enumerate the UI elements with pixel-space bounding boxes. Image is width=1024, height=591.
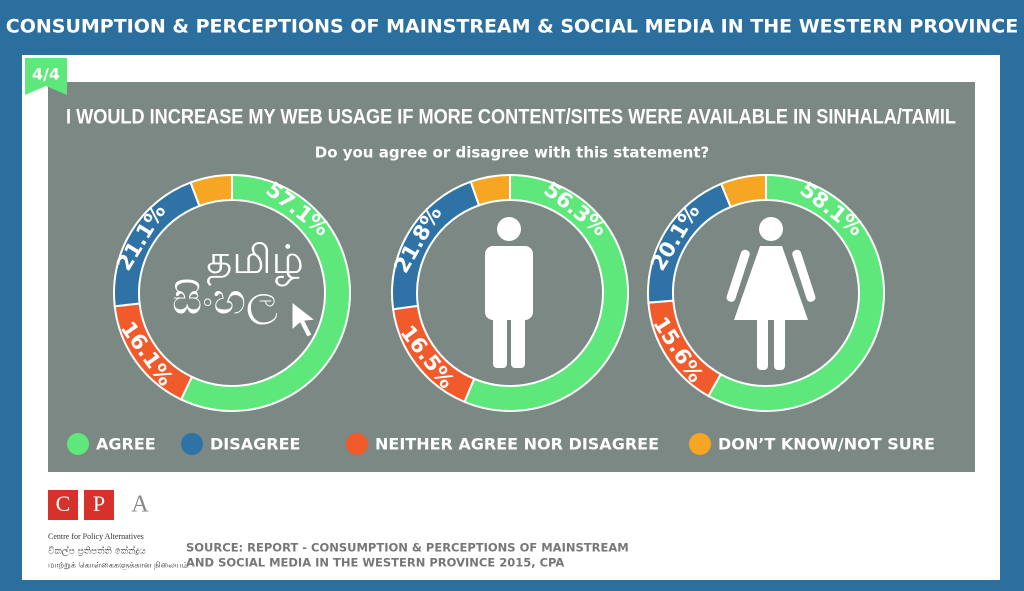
donut-segment	[189, 173, 233, 208]
source: SOURCE: REPORT - CONSUMPTION & PERCEPTIO…	[186, 541, 629, 555]
logo-name: Centre for Policy Alternatives	[48, 532, 144, 541]
subtitle: Do you agree or disagree with this state…	[315, 144, 709, 162]
legend-label: DISAGREE	[210, 435, 300, 454]
source: AND SOCIAL MEDIA IN THE WESTERN PROVINCE…	[186, 556, 564, 570]
man-icon	[485, 217, 533, 368]
badge-text: 4/4	[32, 65, 60, 84]
legend-label: DON’T KNOW/NOT SURE	[718, 435, 935, 454]
donut-segment	[719, 173, 767, 209]
legend-label: NEITHER AGREE NOR DISAGREE	[375, 435, 659, 454]
logo-letter: C	[56, 491, 71, 516]
logo-letter: A	[131, 492, 149, 518]
sinhala-text: සිංහල	[172, 275, 278, 325]
logo-sinhala: විකල්ප ප්‍රතිපත්ති කේන්ද්‍රය	[48, 545, 146, 556]
logo-letter: P	[93, 491, 105, 516]
legend-swatch	[181, 433, 203, 455]
tamil-text: தமிழ்	[206, 237, 304, 286]
logo-tamil: மாற்றுக் கொள்கைகளுக்கான நிலையம்	[48, 561, 188, 571]
badge	[25, 58, 67, 95]
legend-swatch	[689, 433, 711, 455]
woman-icon	[726, 217, 816, 370]
donut-segment	[707, 173, 885, 412]
legend-label: AGREE	[96, 435, 156, 454]
legend-swatch	[346, 433, 368, 455]
donut-segment	[469, 173, 511, 207]
cursor-icon	[291, 300, 317, 338]
logo-box	[48, 490, 78, 520]
title: I WOULD INCREASE MY WEB USAGE IF MORE CO…	[66, 106, 956, 129]
donut-segment	[179, 173, 351, 412]
legend-swatch	[67, 433, 89, 455]
logo-box	[84, 490, 114, 520]
donut-segment	[463, 173, 629, 412]
header: CONSUMPTION & PERCEPTIONS OF MAINSTREAM …	[6, 16, 1018, 38]
